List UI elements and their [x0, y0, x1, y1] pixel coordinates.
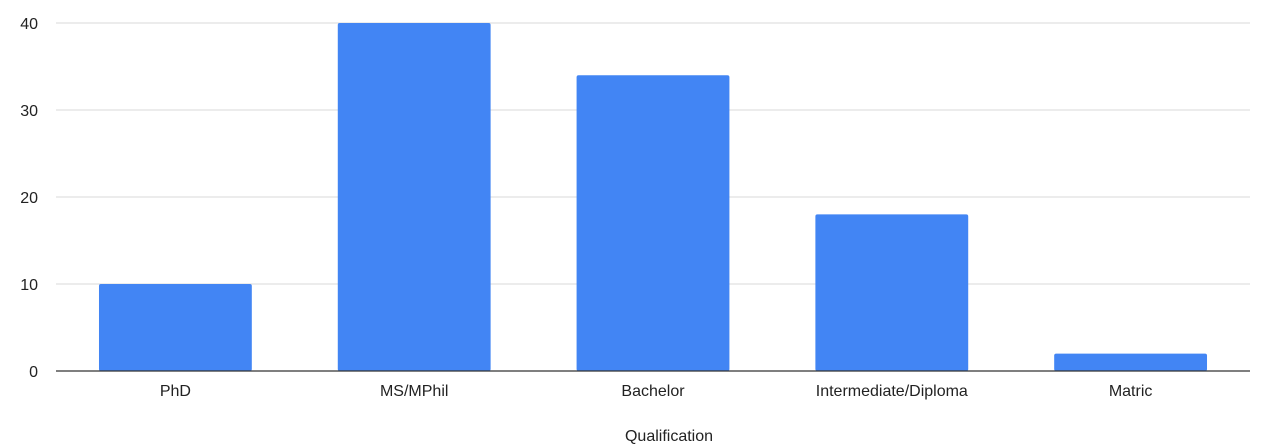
bar-phd: [98, 284, 252, 371]
y-tick-label: 40: [20, 16, 38, 33]
bar-bachelor: [576, 75, 730, 371]
y-tick-label: 0: [29, 364, 38, 381]
x-tick-label: Matric: [1109, 383, 1153, 400]
x-axis-title: Qualification: [625, 428, 713, 444]
x-tick-label: Intermediate/Diploma: [816, 383, 968, 400]
y-tick-label: 20: [20, 190, 38, 207]
bars: [98, 23, 1208, 371]
y-tick-label: 10: [20, 277, 38, 294]
x-tick-label: MS/MPhil: [380, 383, 448, 400]
x-tick-label: Bachelor: [621, 383, 685, 400]
bar-intermediate-diploma: [815, 214, 969, 371]
y-tick-label: 30: [20, 103, 38, 120]
bar-ms-mphil: [337, 23, 491, 371]
axes: 0 10 20 30 40 PhD MS/MPhil Bachelor Intermediate…: [20, 16, 1250, 400]
bar-matric: [1054, 353, 1208, 371]
x-tick-label: PhD: [160, 383, 191, 400]
